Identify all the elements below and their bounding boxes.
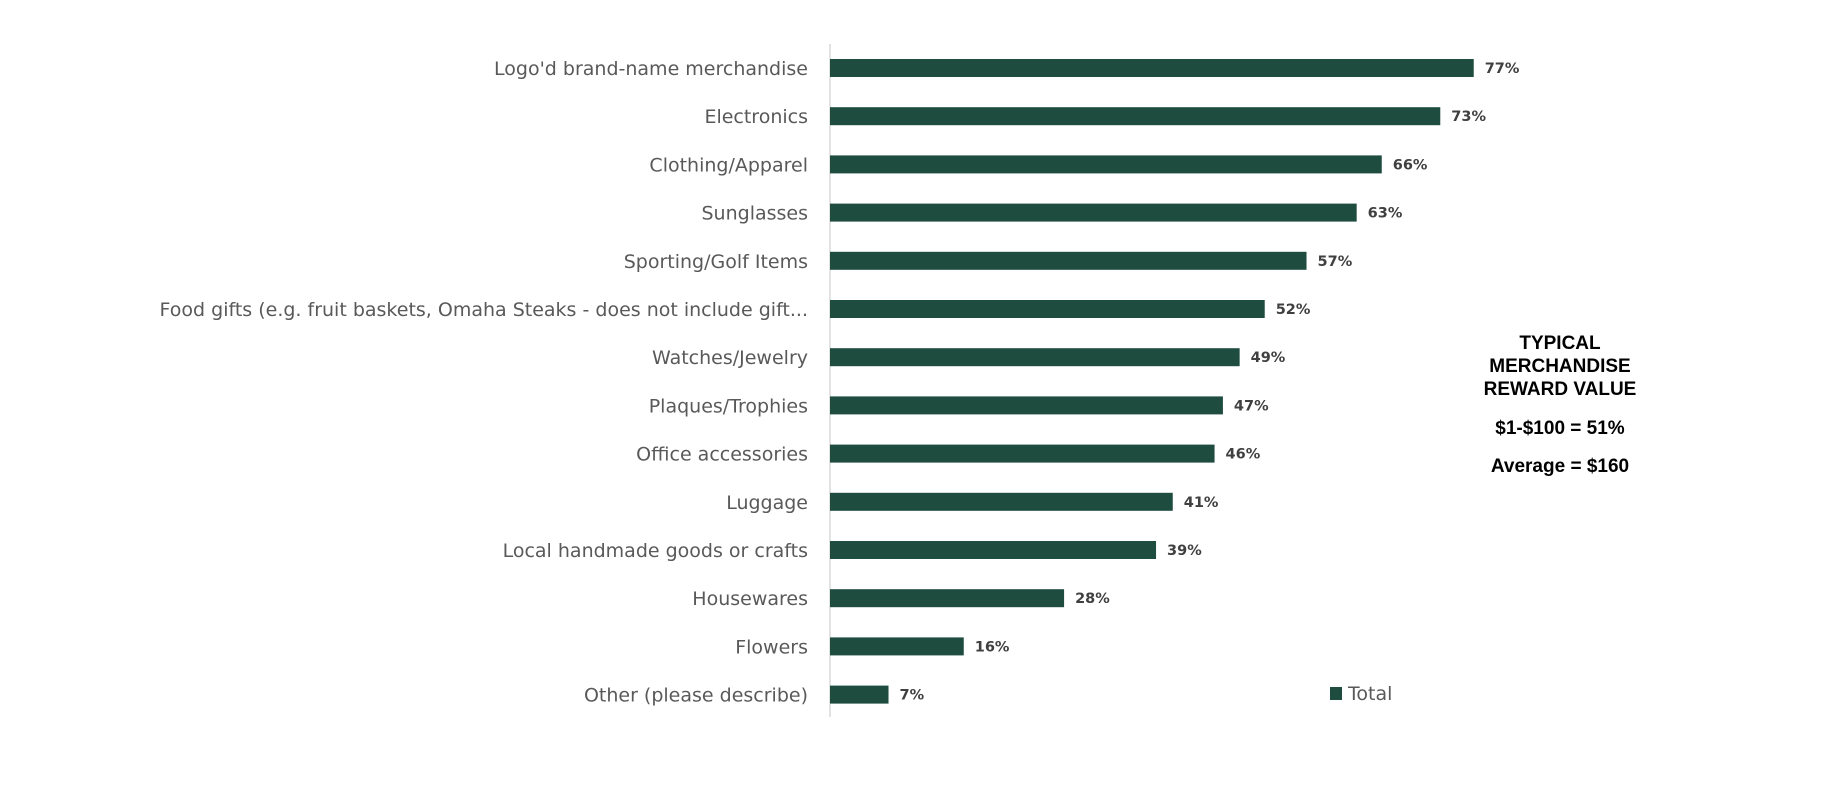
callout-title-line: MERCHANDISE (1489, 356, 1631, 377)
data-label: 49% (1251, 350, 1286, 366)
bar (830, 251, 1307, 270)
category-label: Flowers (735, 636, 808, 658)
bar (830, 685, 889, 704)
data-label: 39% (1167, 543, 1202, 559)
legend-label: Total (1347, 683, 1392, 705)
category-label: Office accessories (636, 444, 808, 466)
data-label: 63% (1368, 206, 1403, 222)
category-label: Sunglasses (701, 203, 808, 225)
bar (830, 300, 1265, 318)
data-label: 41% (1184, 495, 1219, 511)
category-label: Electronics (704, 106, 808, 128)
bar (830, 348, 1240, 367)
category-label: Luggage (726, 492, 808, 514)
category-label: Logo'd brand-name merchandise (494, 58, 808, 80)
category-label: Housewares (692, 588, 808, 610)
data-label: 28% (1075, 591, 1110, 607)
category-labels-group: Logo'd brand-name merchandise Electronics… (160, 58, 808, 707)
data-label: 7% (900, 688, 925, 704)
bar (830, 541, 1157, 559)
category-label: Clothing/Apparel (649, 154, 808, 176)
category-label: Sporting/Golf Items (624, 251, 808, 273)
callout-title-line: TYPICAL (1519, 333, 1601, 354)
bar (830, 589, 1065, 608)
bar (830, 107, 1441, 126)
bar (830, 59, 1474, 77)
bar (830, 444, 1215, 463)
data-label: 66% (1393, 157, 1428, 173)
bar (830, 155, 1382, 174)
data-label: 16% (975, 639, 1010, 655)
data-label: 77% (1485, 61, 1520, 77)
data-label: 46% (1226, 447, 1261, 463)
bars-group (830, 59, 1474, 704)
category-label: Food gifts (e.g. fruit baskets, Omaha St… (160, 299, 808, 321)
data-label: 47% (1234, 398, 1269, 414)
data-labels-group: 77% 73% 66% 63% 57% 52% 49% 47% 46% 41% 39% 28% 16% 7… (900, 61, 1520, 704)
category-label: Local handmade goods or crafts (503, 540, 808, 562)
category-label: Watches/Jewelry (652, 347, 808, 369)
bar (830, 637, 964, 656)
bar (830, 492, 1173, 511)
bar (830, 203, 1357, 222)
legend: Total (1330, 683, 1392, 705)
category-label: Plaques/Trophies (649, 395, 808, 417)
callout-title-line: REWARD VALUE (1483, 379, 1637, 400)
callout-average-stat: Average = $160 (1490, 456, 1630, 477)
bar (830, 396, 1223, 415)
data-label: 57% (1318, 254, 1353, 270)
data-label: 52% (1276, 302, 1311, 318)
callout-range-stat: $1-$100 = 51% (1495, 418, 1625, 439)
legend-swatch (1330, 687, 1342, 700)
reward-value-callout: TYPICAL MERCHANDISE REWARD VALUE $1-$100… (1440, 332, 1680, 478)
category-label: Other (please describe) (584, 685, 808, 707)
data-label: 73% (1451, 109, 1486, 125)
